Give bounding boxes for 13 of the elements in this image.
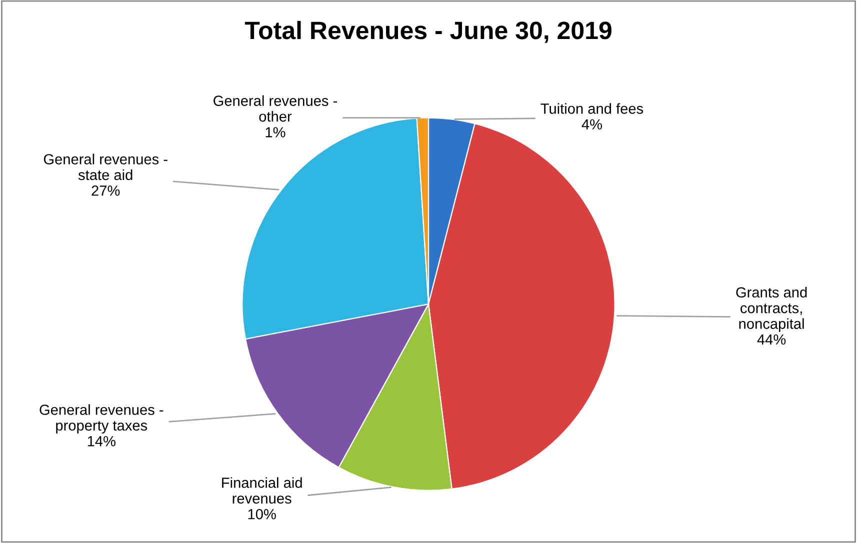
slice-label: General revenues - property taxes [40, 404, 164, 434]
slice-label: General revenues - other [214, 95, 338, 122]
slice-label: Tuition and fees [540, 103, 644, 114]
slice-label: Financial aid revenues [222, 477, 302, 504]
slice-label: General revenues - state aid [44, 154, 168, 180]
data-label: 4% [582, 119, 602, 130]
data-label: 10% [248, 508, 276, 520]
data-label: 27% [92, 185, 120, 196]
slice-label: Grants and contracts, noncapital [736, 286, 807, 332]
data-label: 44% [757, 334, 786, 345]
data-label: 14% [88, 436, 116, 446]
data-label: 1% [266, 127, 286, 138]
chart-title: Total Revenues - June 30, 2019 [244, 20, 612, 43]
